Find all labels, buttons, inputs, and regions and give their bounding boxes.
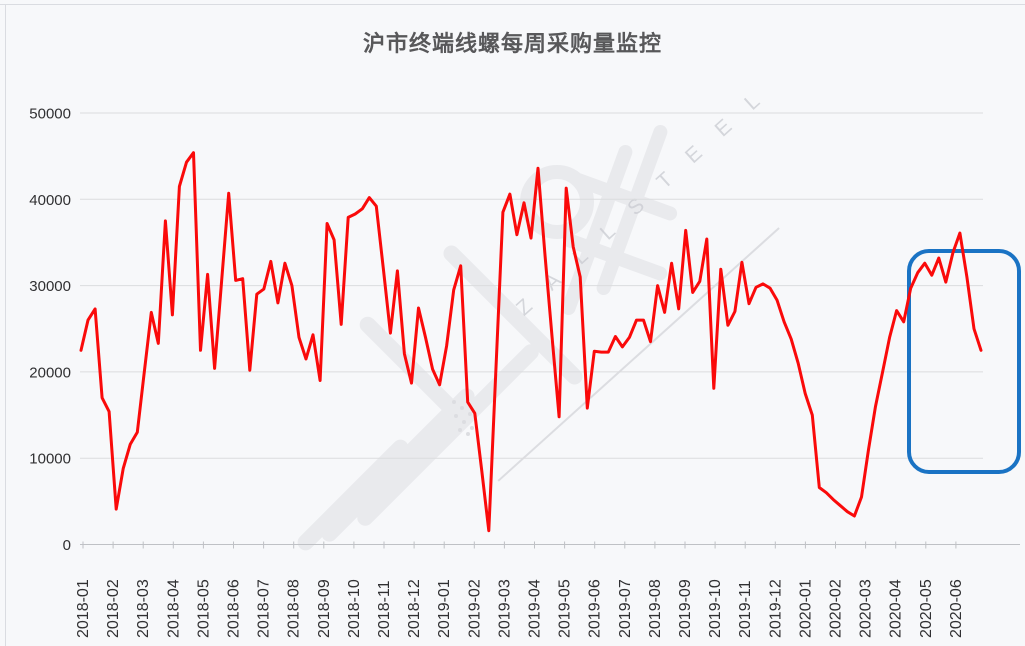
x-axis-label: 2020-03: [858, 579, 875, 638]
x-axis-label: 2019-08: [647, 579, 664, 638]
x-axis-label: 2019-03: [496, 579, 513, 638]
x-axis-label: 2018-03: [135, 579, 152, 638]
x-axis-label: 2018-10: [346, 579, 363, 638]
x-axis-label: 2018-05: [195, 579, 212, 638]
x-axis-label: 2020-01: [797, 579, 814, 638]
x-axis-label: 2018-07: [256, 579, 273, 638]
x-axis-label: 2019-01: [436, 579, 453, 638]
y-axis-label: 30000: [29, 278, 71, 295]
x-axis-label: 2019-11: [737, 580, 754, 638]
x-axis-label: 2018-08: [286, 579, 303, 638]
x-axis-label: 2020-04: [888, 579, 905, 638]
x-axis-label: 2020-06: [948, 579, 965, 638]
x-axis-label: 2019-09: [677, 579, 694, 638]
y-axis-label: 50000: [29, 106, 71, 123]
x-axis-label: 2019-04: [527, 579, 544, 638]
x-axis-label: 2019-05: [557, 579, 574, 638]
x-axis-label: 2020-05: [918, 579, 935, 638]
y-axis-label: 0: [63, 537, 71, 554]
x-axis-label: 2018-11: [376, 580, 393, 638]
highlight-box: [907, 249, 1021, 474]
x-axis-label: 2019-10: [707, 579, 724, 638]
x-axis-label: 2018-02: [105, 579, 122, 638]
panel-border-left: [5, 4, 6, 646]
panel-border-top: [0, 4, 1025, 5]
x-axis-label: 2018-04: [165, 579, 182, 638]
y-axis-label: 20000: [29, 364, 71, 381]
chart-title: 沪市终端线螺每周采购量监控: [362, 31, 662, 56]
x-axis-label: 2019-12: [767, 579, 784, 638]
x-axis-label: 2018-06: [226, 579, 243, 638]
y-axis-label: 40000: [29, 192, 71, 209]
y-axis-label: 10000: [29, 451, 71, 468]
x-axis-label: 2019-02: [466, 579, 483, 638]
x-axis-label: 2018-01: [75, 579, 92, 638]
x-axis-label: 2018-09: [316, 579, 333, 638]
x-axis-label: 2019-06: [587, 579, 604, 638]
x-axis-label: 2018-12: [406, 579, 423, 638]
x-axis-label: 2020-02: [828, 579, 845, 638]
data-series-line: [79, 151, 983, 533]
x-axis-label: 2019-07: [617, 579, 634, 638]
